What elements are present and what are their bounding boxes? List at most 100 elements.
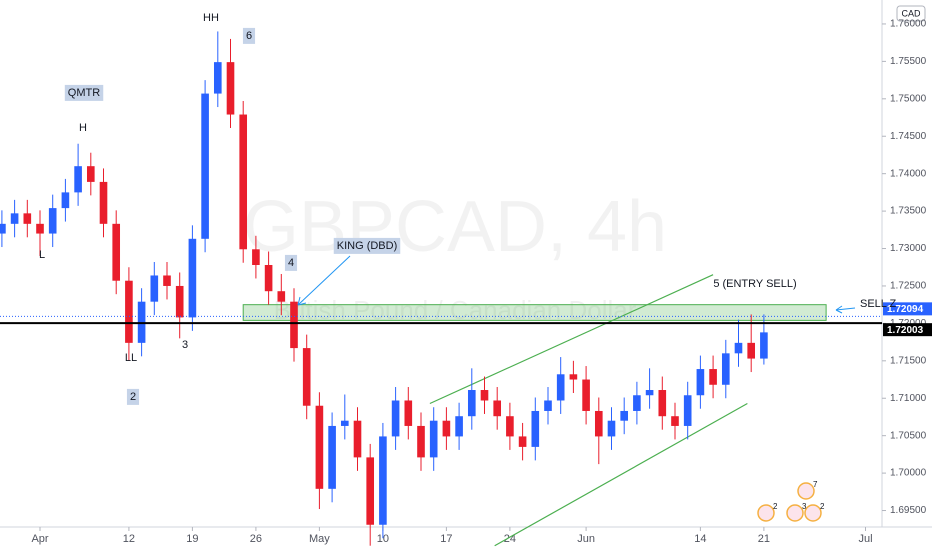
y-tick-label: 1.75500 [890,56,927,67]
candle-body [582,379,590,411]
currency-label: CAD [901,8,921,18]
price-label: 1.72003 [887,325,924,336]
annotation-box [284,254,298,271]
candle-body [302,348,311,406]
annotation: 5 (ENTRY SELL) [713,278,796,290]
candle-body [353,420,362,458]
candle-body [480,390,489,401]
candle-body [455,416,463,437]
candle-body [201,93,209,239]
y-tick-label: 1.72500 [890,281,927,292]
event-circle [797,482,815,500]
candle-body [607,420,616,437]
event-count: 3 [802,502,807,511]
supply-zone [242,304,827,321]
candle-body [594,410,603,437]
y-tick-label: 1.74500 [890,131,927,142]
candle-body [252,249,260,265]
event-count: 7 [813,480,818,489]
candle-body [442,420,451,437]
annotation: L [39,249,45,261]
candle-body [125,280,133,343]
candle-body [391,400,400,437]
x-tick-label: Jul [858,533,872,545]
candle-body [531,410,540,447]
arrow-head [297,296,307,306]
candle-body [340,420,349,426]
event-icon[interactable]: 3 [786,502,807,522]
candle-body [429,420,438,458]
candle-body [10,213,19,224]
candle-body [658,390,667,417]
y-tick-label: 1.73500 [890,206,927,217]
candle-body [709,369,717,385]
candle-body [404,400,413,426]
watermark: GBPCAD, 4h [243,187,667,267]
event-circle [786,504,804,522]
event-circle [804,504,822,522]
candle-body [150,275,159,302]
annotation-box [64,84,104,101]
arrow-head [835,305,843,314]
candle-body [74,166,82,193]
annotation-box [126,388,140,405]
x-tick-label: May [309,533,330,545]
candle-body [760,332,768,359]
candle-body [188,238,197,318]
candle-body [277,291,286,302]
annotation: 3 [182,339,188,351]
x-tick-label: 21 [758,533,770,545]
y-tick-label: 1.74000 [890,168,927,179]
candle-body [290,301,298,349]
trendline [494,402,748,547]
annotation-box [333,237,401,254]
arrow [835,307,856,311]
y-tick-label: 1.71000 [890,393,927,404]
candle-body [747,342,756,359]
annotation: QMTR [68,87,100,99]
candle-body [315,405,324,489]
x-tick-label: Apr [31,533,48,545]
annotation: KING (DBD) [337,240,398,252]
candle-body [328,425,336,489]
annotation: SELL Z [860,298,897,310]
candle-body [620,410,629,421]
candle-body [417,425,425,458]
candle-body [734,342,743,354]
candle-body [99,181,108,224]
candle-body [569,374,578,380]
price-label-box [883,323,932,337]
candle-body [112,223,121,281]
event-circle [757,504,775,522]
candle-body [493,400,502,417]
annotation: 6 [246,30,252,42]
candle-body [163,275,171,286]
arrow [297,255,351,306]
event-icon[interactable]: 7 [797,480,818,500]
candle-body [48,208,57,234]
y-tick-label: 1.69500 [890,505,927,516]
candle-body [683,395,692,426]
candle-body [645,390,654,396]
candle-body [633,395,641,411]
candle-body [0,223,6,234]
annotation-box [242,27,256,44]
currency-badge[interactable] [896,5,926,22]
candle-body [61,192,70,209]
x-tick-label: 12 [123,533,135,545]
annotation: LL [125,352,137,364]
event-icon[interactable]: 2 [804,502,825,522]
candle-body [23,213,32,224]
candle-body [226,62,235,115]
candle-body [467,390,476,417]
event-icon[interactable]: 2 [757,502,778,522]
annotation: 2 [130,391,136,403]
candle-body [556,374,565,401]
candle-body [86,166,95,182]
price-label-box [883,302,932,316]
candle-body [175,285,184,318]
candle-body [671,416,679,426]
candle-body [721,353,730,385]
